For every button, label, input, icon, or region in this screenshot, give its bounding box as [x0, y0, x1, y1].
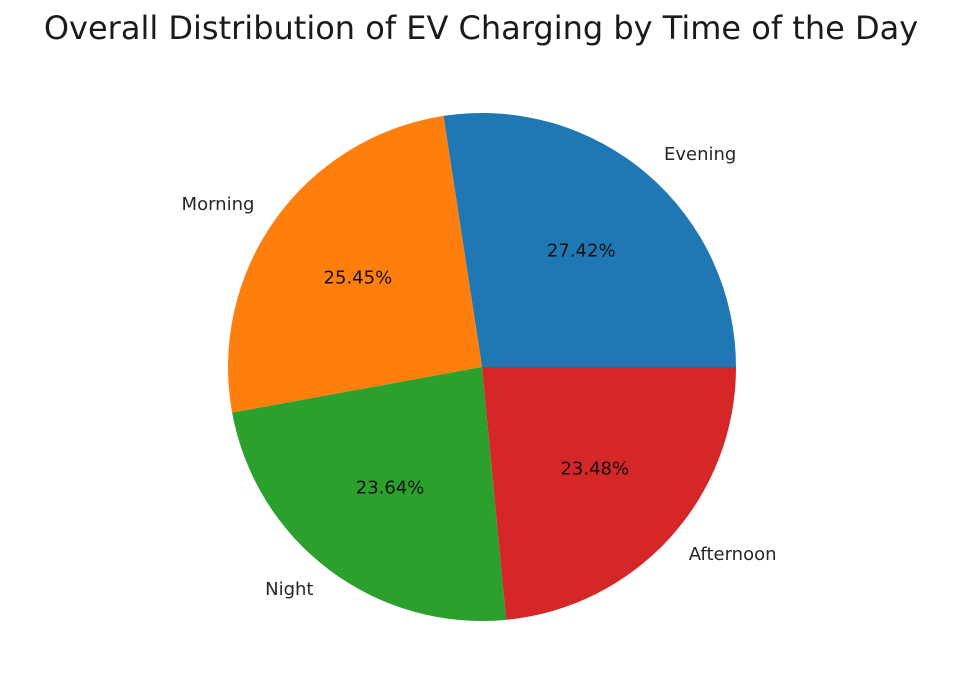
pie-slice-morning	[228, 115, 482, 413]
slice-percent-morning: 25.45%	[324, 268, 393, 289]
pie-labels: Evening 27.42% Morning 25.45% Night 23.64% Aft…	[182, 144, 777, 600]
slice-percent-night: 23.64%	[356, 478, 425, 499]
slice-label-afternoon: Afternoon	[689, 544, 777, 565]
slice-label-evening: Evening	[664, 144, 736, 165]
pie-slices	[228, 112, 736, 621]
pie-slice-afternoon	[482, 367, 736, 620]
pie-slice-evening	[443, 112, 736, 368]
slice-label-morning: Morning	[182, 194, 255, 215]
slice-percent-afternoon: 23.48%	[560, 459, 629, 480]
pie-slice-night	[232, 367, 507, 621]
slice-percent-evening: 27.42%	[547, 240, 616, 261]
chart-title: Overall Distribution of EV Charging by T…	[44, 9, 918, 47]
slice-label-night: Night	[265, 579, 313, 600]
